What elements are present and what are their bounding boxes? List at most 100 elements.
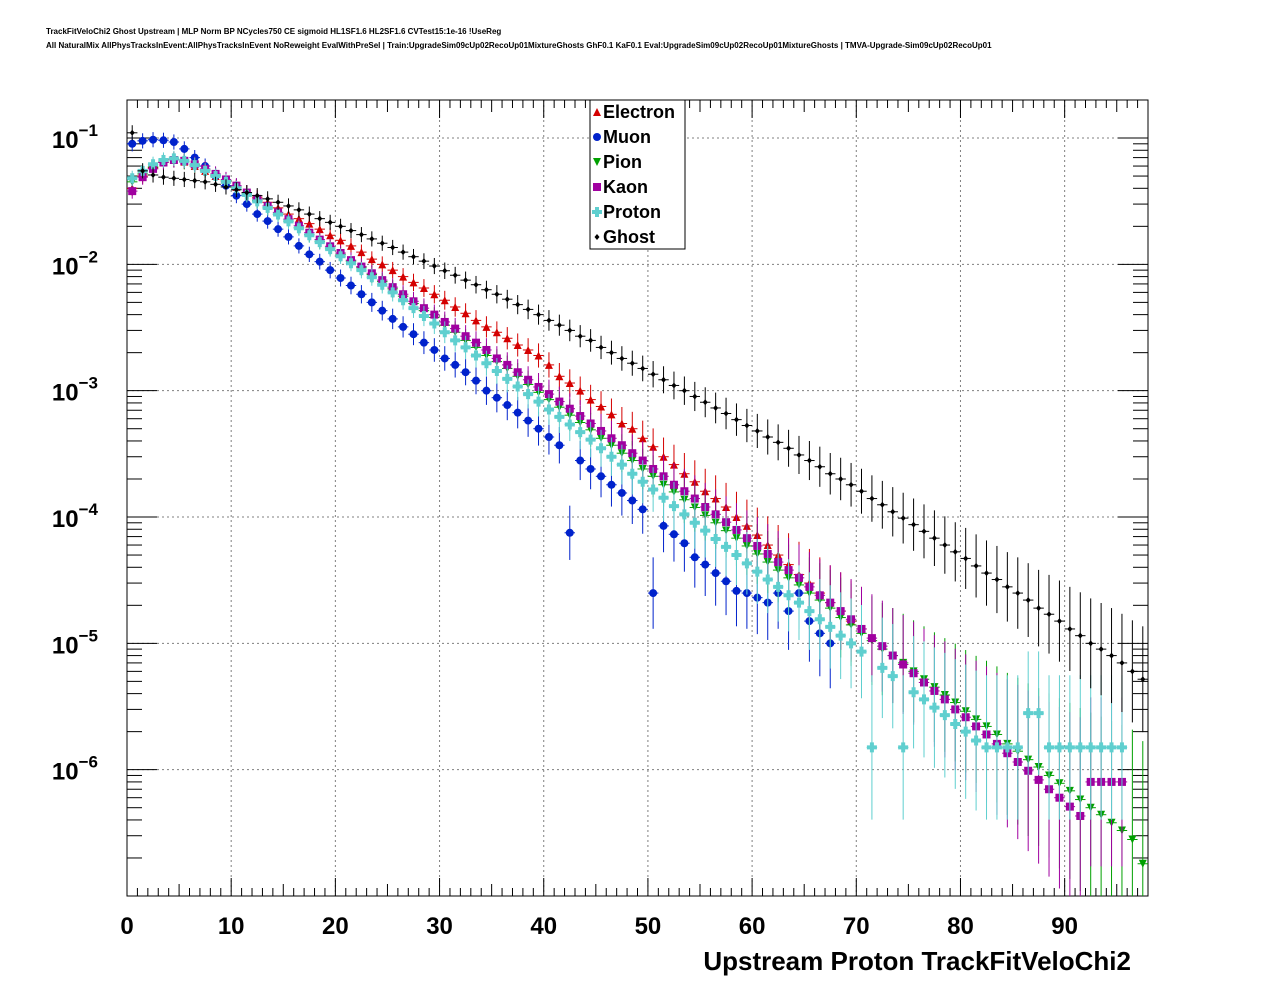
data-point (492, 393, 501, 402)
data-point (994, 576, 1000, 583)
data-point (244, 189, 250, 196)
data-point (150, 171, 156, 178)
data-point (472, 376, 481, 385)
data-point (304, 230, 315, 241)
data-point (921, 528, 927, 535)
data-point (314, 237, 325, 248)
data-point (1023, 708, 1034, 719)
data-point (984, 570, 990, 577)
data-point (284, 232, 293, 241)
data-point (607, 410, 616, 419)
data-point (273, 209, 284, 220)
data-point (564, 419, 575, 430)
data-point (1106, 742, 1117, 753)
data-point (887, 671, 898, 682)
data-point (369, 235, 375, 242)
data-point (939, 710, 950, 721)
data-point (596, 443, 607, 454)
legend: Electron Muon Pion Kaon Proton Ghost (589, 99, 686, 250)
data-point (411, 253, 417, 260)
data-point (544, 432, 553, 441)
x-tick-label: 90 (1051, 913, 1078, 940)
data-point (900, 515, 906, 522)
data-point (492, 328, 501, 337)
data-point (981, 742, 992, 753)
data-point (732, 586, 741, 595)
data-point (378, 260, 387, 269)
data-point (649, 442, 658, 451)
data-point (348, 227, 354, 234)
data-point (629, 360, 635, 367)
data-point (503, 360, 512, 369)
data-point (898, 742, 909, 753)
data-point (491, 366, 502, 377)
data-point (504, 296, 510, 303)
data-point (315, 257, 324, 266)
y-tick-label: 10−2 (52, 247, 98, 280)
data-point (128, 139, 137, 148)
data-point (202, 178, 208, 185)
data-point (565, 528, 574, 537)
data-point (138, 136, 147, 145)
data-point (338, 223, 344, 230)
data-point (1098, 646, 1104, 653)
data-point (421, 258, 427, 265)
data-point (148, 159, 159, 170)
data-point (702, 399, 708, 406)
x-tick-label: 80 (947, 913, 974, 940)
data-point (1046, 611, 1052, 618)
data-point (1025, 597, 1031, 604)
data-point (649, 589, 658, 598)
data-point (367, 255, 376, 264)
x-tick-label: 20 (322, 913, 349, 940)
data-point (681, 387, 687, 394)
y-tick-label: 10−3 (52, 374, 98, 407)
data-point (326, 231, 335, 240)
data-point (1033, 708, 1044, 719)
legend-marker-pion (593, 158, 601, 166)
x-tick-label: 40 (530, 913, 557, 940)
legend-label-electron: Electron (603, 102, 675, 122)
data-point (274, 225, 283, 234)
data-point (409, 278, 418, 287)
data-point (846, 638, 857, 649)
data-point (357, 248, 366, 257)
data-point (911, 521, 917, 528)
data-point (1056, 618, 1062, 625)
data-point (1064, 742, 1075, 753)
data-point (825, 621, 836, 632)
data-point (451, 360, 460, 369)
data-point (1128, 835, 1137, 844)
x-tick-label: 30 (426, 913, 453, 940)
x-tick-label: 70 (843, 913, 870, 940)
data-point (1088, 640, 1094, 647)
data-point (399, 322, 408, 331)
y-tick-label: 10−4 (52, 500, 99, 533)
data-point (513, 368, 522, 377)
data-point (671, 382, 677, 389)
data-point (690, 553, 699, 562)
data-point (659, 521, 668, 530)
data-point (1085, 742, 1096, 753)
data-point (1119, 659, 1125, 666)
data-point (293, 223, 304, 234)
data-point (713, 404, 719, 411)
data-point (576, 386, 585, 395)
data-point (1002, 742, 1013, 753)
data-point (680, 539, 689, 548)
header-subtitle-line: All NaturalMix AllPhysTracksInEvent:AllP… (46, 41, 992, 50)
data-point (294, 241, 303, 250)
data-point (285, 202, 291, 209)
data-point (483, 286, 489, 293)
series-ghost (127, 125, 1148, 733)
data-point (180, 144, 189, 153)
data-point (128, 187, 137, 196)
data-point (577, 333, 583, 340)
data-point (346, 241, 355, 250)
data-point (597, 402, 606, 411)
data-point (533, 396, 544, 407)
data-point (608, 349, 614, 356)
data-point (179, 155, 190, 166)
data-point (315, 225, 324, 234)
data-point (817, 463, 823, 470)
